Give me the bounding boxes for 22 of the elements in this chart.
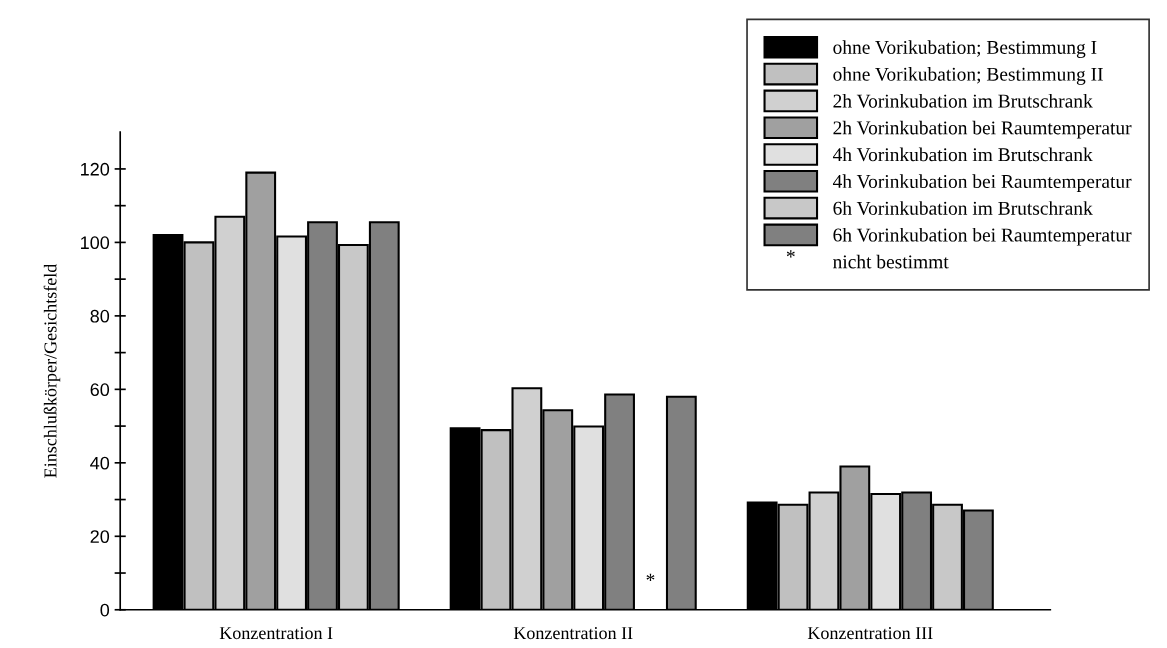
legend-label: 4h Vorinkubation bei Raumtemperatur — [832, 174, 1132, 192]
y-tick-label: 80 — [90, 309, 110, 323]
y-tick-label: 120 — [81, 162, 110, 176]
y-tick-label: 20 — [90, 530, 110, 544]
y-tick-label: 100 — [81, 236, 110, 250]
legend-label: 6h Vorinkubation im Brutschrank — [833, 201, 1093, 215]
y-tick-label: 0 — [100, 603, 110, 617]
y-tick-label: 40 — [90, 456, 110, 470]
legend-label: ohne Vorikubation; Bestimmung I — [833, 40, 1097, 58]
legend-label: 2h Vorinkubation bei Raumtemperatur — [833, 120, 1132, 139]
x-tick-label: Konzentration III — [807, 627, 933, 640]
legend-label: ohne Vorikubation; Bestimmung II — [833, 67, 1103, 85]
x-tick-label: Konzentration I — [219, 627, 333, 640]
annotation: nicht bestimmt — [833, 254, 949, 269]
y-axis-title: Einschlußkörper/Gesichtsfeld — [43, 263, 61, 478]
x-tick-label: Konzentration II — [513, 627, 633, 640]
legend-label: 6h Vorinkubation bei Raumtemperatur — [833, 227, 1132, 246]
legend-label: 2h Vorinkubation im Brutschrank — [833, 93, 1093, 108]
text: * — [786, 250, 795, 258]
legend-label: 4h Vorinkubation im Brutschrank — [832, 147, 1093, 162]
y-tick-label: 60 — [90, 383, 110, 397]
annotation: * — [646, 573, 655, 581]
